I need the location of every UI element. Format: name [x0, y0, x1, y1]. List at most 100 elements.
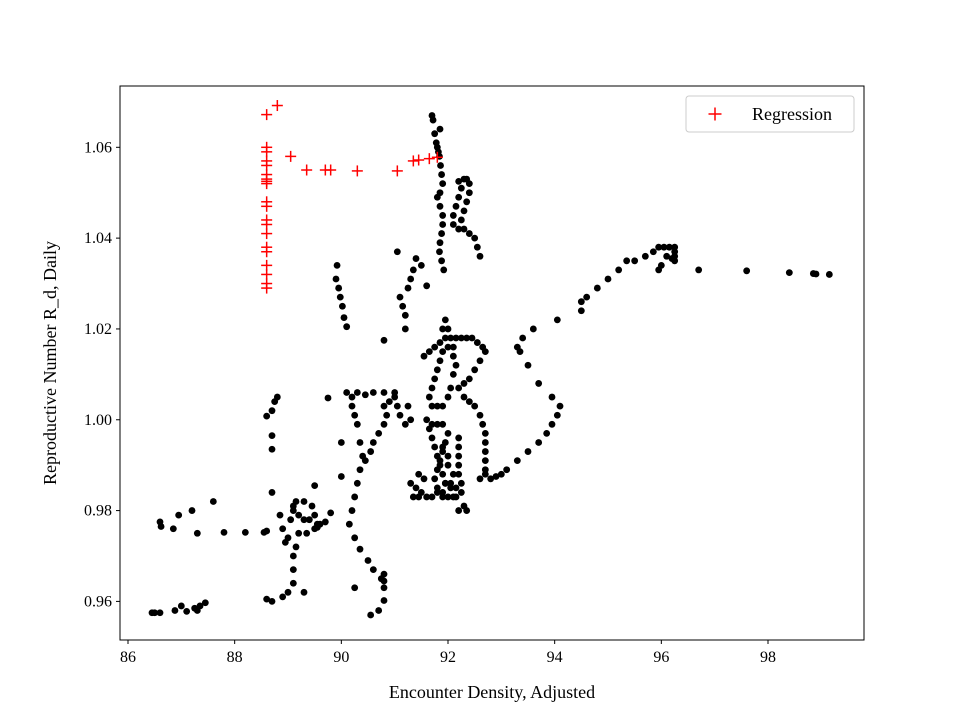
data-point	[301, 589, 308, 596]
data-point	[439, 421, 446, 428]
data-point	[525, 362, 532, 369]
data-point	[367, 448, 374, 455]
x-tick-label: 92	[440, 649, 456, 666]
data-point	[479, 421, 486, 428]
data-point	[407, 480, 414, 487]
data-point	[157, 609, 164, 616]
data-point	[535, 439, 542, 446]
data-point	[399, 303, 406, 310]
data-point	[370, 439, 377, 446]
data-point	[381, 337, 388, 344]
data-point	[269, 489, 276, 496]
data-point	[394, 248, 401, 255]
data-point	[437, 203, 444, 210]
data-point	[279, 525, 286, 532]
legend-label-regression: Regression	[752, 104, 832, 124]
data-point	[383, 412, 390, 419]
regression-point	[285, 151, 296, 162]
data-point	[381, 571, 388, 578]
data-point	[439, 221, 446, 228]
data-point	[437, 357, 444, 364]
data-point	[290, 553, 297, 560]
data-point	[434, 194, 441, 201]
data-point	[439, 471, 446, 478]
data-point	[309, 503, 316, 510]
data-point	[695, 267, 702, 274]
data-point	[349, 507, 356, 514]
data-point	[322, 519, 329, 526]
data-point	[362, 391, 369, 398]
data-point	[285, 589, 292, 596]
data-point	[423, 282, 430, 289]
y-tick-label: 0.96	[84, 593, 112, 610]
data-point	[263, 528, 270, 535]
data-point	[461, 394, 468, 401]
data-point	[301, 516, 308, 523]
data-point	[415, 494, 422, 501]
data-point	[453, 203, 460, 210]
data-point	[421, 475, 428, 482]
data-point	[514, 344, 521, 351]
data-point	[170, 525, 177, 532]
data-point	[438, 171, 445, 178]
data-point	[455, 462, 462, 469]
data-point	[354, 480, 361, 487]
data-point	[357, 546, 364, 553]
data-point	[458, 217, 465, 224]
data-point	[333, 276, 340, 283]
regression-point	[261, 109, 272, 120]
data-point	[269, 598, 276, 605]
data-point	[381, 597, 388, 604]
regression-point	[424, 153, 435, 164]
x-tick-label: 98	[760, 649, 776, 666]
data-point	[402, 326, 409, 333]
data-point	[440, 267, 447, 274]
data-point	[341, 314, 348, 321]
data-point	[375, 430, 382, 437]
data-point	[354, 389, 361, 396]
data-point	[277, 512, 284, 519]
data-point	[431, 375, 438, 382]
data-point	[543, 430, 550, 437]
data-point	[429, 385, 436, 392]
data-point	[463, 507, 470, 514]
data-point	[471, 235, 478, 242]
data-point	[445, 394, 452, 401]
data-point	[439, 180, 446, 187]
data-point	[813, 271, 820, 278]
data-point	[578, 298, 585, 305]
data-point	[295, 512, 302, 519]
data-point	[274, 394, 281, 401]
data-point	[359, 453, 366, 460]
data-point	[430, 117, 437, 124]
y-tick-label: 1.04	[84, 230, 112, 247]
regression-point	[301, 165, 312, 176]
data-point	[471, 366, 478, 373]
data-point	[436, 248, 443, 255]
data-point	[402, 312, 409, 319]
data-point	[453, 494, 460, 501]
data-point	[549, 421, 556, 428]
data-point	[351, 584, 358, 591]
data-point	[453, 362, 460, 369]
data-point	[346, 521, 353, 528]
data-point	[450, 344, 457, 351]
data-point	[482, 430, 489, 437]
data-point	[482, 457, 489, 464]
data-point	[445, 326, 452, 333]
data-point	[381, 389, 388, 396]
points-layer	[149, 100, 833, 618]
data-point	[413, 255, 420, 262]
data-point	[410, 267, 417, 274]
data-point	[438, 230, 445, 237]
data-point	[370, 566, 377, 573]
data-point	[466, 189, 473, 196]
data-point	[482, 439, 489, 446]
data-point	[407, 416, 414, 423]
data-point	[183, 608, 190, 615]
data-point	[375, 607, 382, 614]
data-point	[498, 471, 505, 478]
data-point	[418, 262, 425, 269]
regression-point	[408, 155, 419, 166]
data-point	[482, 471, 489, 478]
